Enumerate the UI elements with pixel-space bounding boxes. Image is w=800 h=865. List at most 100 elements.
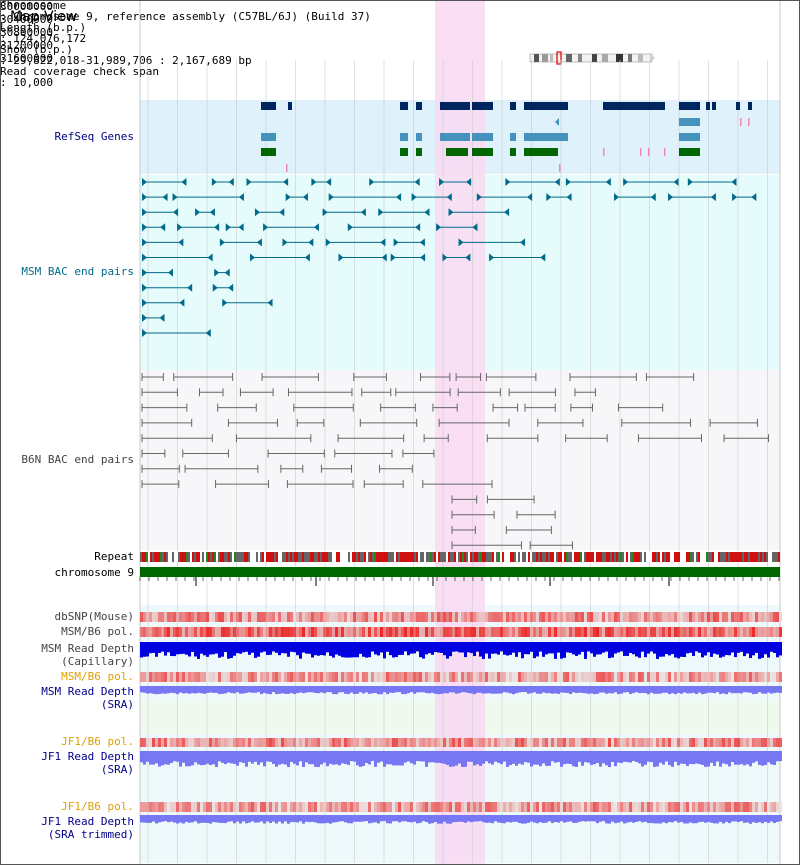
- repeat-element: [208, 552, 210, 562]
- depth-bar: [239, 642, 242, 654]
- depth-bar: [347, 751, 350, 765]
- polymorphism-cell: [374, 802, 377, 812]
- repeat-element: [484, 552, 486, 562]
- polymorphism-cell: [350, 627, 353, 637]
- depth-bar: [398, 686, 401, 693]
- repeat-element: [630, 552, 632, 562]
- polymorphism-cell: [515, 612, 518, 622]
- polymorphism-cell: [149, 738, 152, 747]
- repeat-element: [328, 552, 330, 562]
- polymorphism-cell: [503, 738, 506, 747]
- polymorphism-cell: [728, 738, 731, 747]
- polymorphism-cell: [722, 802, 725, 812]
- polymorphism-cell: [239, 672, 242, 682]
- polymorphism-cell: [611, 612, 614, 622]
- polymorphism-cell: [767, 802, 770, 812]
- polymorphism-cell: [776, 627, 779, 637]
- depth-bar: [734, 751, 737, 765]
- polymorphism-cell: [554, 738, 557, 747]
- polymorphism-cell: [722, 738, 725, 747]
- polymorphism-cell: [737, 612, 740, 622]
- polymorphism-cell: [692, 612, 695, 622]
- polymorphism-cell: [731, 672, 734, 682]
- depth-bar: [596, 751, 599, 764]
- bac-end-marker: [710, 193, 716, 202]
- depth-bar: [236, 815, 239, 822]
- polymorphism-cell: [668, 612, 671, 622]
- polymorphism-cell: [710, 627, 713, 637]
- gene-block: [261, 102, 276, 110]
- polymorphism-cell: [494, 802, 497, 812]
- polymorphism-cell: [401, 612, 404, 622]
- polymorphism-cell: [554, 612, 557, 622]
- polymorphism-cell: [224, 738, 227, 747]
- polymorphism-cell: [491, 627, 494, 637]
- polymorphism-cell: [152, 802, 155, 812]
- depth-bar: [308, 815, 311, 823]
- polymorphism-cell: [269, 627, 272, 637]
- depth-bar: [314, 686, 317, 694]
- depth-bar: [557, 815, 560, 823]
- depth-bar: [245, 686, 248, 693]
- polymorphism-cell: [566, 612, 569, 622]
- polymorphism-cell: [695, 612, 698, 622]
- highlight-region[interactable]: [435, 0, 485, 865]
- polymorphism-cell: [434, 627, 437, 637]
- repeat-element: [532, 552, 534, 562]
- polymorphism-cell: [293, 612, 296, 622]
- polymorphism-cell: [629, 627, 632, 637]
- polymorphism-cell: [425, 738, 428, 747]
- polymorphism-cell: [251, 612, 254, 622]
- depth-bar: [161, 815, 164, 822]
- polymorphism-cell: [458, 802, 461, 812]
- depth-bar: [443, 815, 446, 822]
- depth-bar: [152, 686, 155, 694]
- polymorphism-cell: [701, 738, 704, 747]
- b6n-bac-track[interactable]: [141, 373, 769, 550]
- depth-bar: [293, 642, 296, 653]
- depth-bar: [416, 642, 419, 652]
- polymorphism-cell: [737, 627, 740, 637]
- repeat-element: [230, 552, 232, 562]
- gene-block: [288, 102, 292, 110]
- bac-end-marker: [442, 253, 448, 262]
- polymorphism-cell: [599, 738, 602, 747]
- polymorphism-cell: [755, 627, 758, 637]
- polymorphism-cell: [146, 612, 149, 622]
- depth-bar: [656, 751, 659, 767]
- polymorphism-cell: [287, 738, 290, 747]
- depth-bar: [551, 751, 554, 762]
- depth-bar: [227, 815, 230, 822]
- depth-bar: [272, 815, 275, 822]
- bac-end-marker: [466, 178, 472, 186]
- polymorphism-cell: [722, 672, 725, 682]
- repeat-element: [536, 552, 538, 562]
- repeat-element: [174, 552, 176, 562]
- depth-bar: [431, 642, 434, 655]
- chromosome-ideogram[interactable]: [528, 51, 656, 65]
- bac-end-marker: [527, 193, 533, 202]
- polymorphism-cell: [587, 738, 590, 747]
- polymorphism-cell: [620, 802, 623, 812]
- depth-bar: [401, 686, 404, 695]
- repeat-element: [332, 552, 334, 562]
- depth-bar: [671, 815, 674, 823]
- polymorphism-cell: [161, 627, 164, 637]
- polymorphism-cell: [638, 738, 641, 747]
- depth-bar: [512, 686, 515, 695]
- polymorphism-cell: [746, 612, 749, 622]
- depth-bar: [572, 642, 575, 655]
- depth-bar: [227, 686, 230, 693]
- depth-bar: [311, 686, 314, 693]
- repeat-element: [250, 552, 252, 562]
- polymorphism-cell: [695, 738, 698, 747]
- msm-bac-track[interactable]: [142, 178, 757, 337]
- depth-bar: [497, 751, 500, 763]
- polymorphism-cell: [596, 738, 599, 747]
- polymorphism-cell: [731, 612, 734, 622]
- refseq-genes-track[interactable]: [261, 102, 752, 172]
- depth-bar: [494, 815, 497, 822]
- repeat-element: [318, 552, 320, 562]
- repeat-element: [454, 552, 456, 562]
